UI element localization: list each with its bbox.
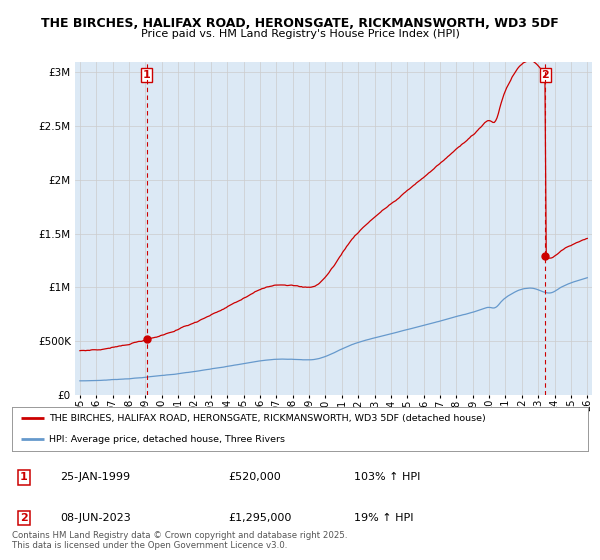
Text: 19% ↑ HPI: 19% ↑ HPI xyxy=(354,513,413,523)
Text: 25-JAN-1999: 25-JAN-1999 xyxy=(60,472,130,482)
Text: Contains HM Land Registry data © Crown copyright and database right 2025.
This d: Contains HM Land Registry data © Crown c… xyxy=(12,530,347,550)
Text: Price paid vs. HM Land Registry's House Price Index (HPI): Price paid vs. HM Land Registry's House … xyxy=(140,29,460,39)
Text: THE BIRCHES, HALIFAX ROAD, HERONSGATE, RICKMANSWORTH, WD3 5DF (detached house): THE BIRCHES, HALIFAX ROAD, HERONSGATE, R… xyxy=(49,414,486,423)
Text: £1,295,000: £1,295,000 xyxy=(228,513,292,523)
Text: THE BIRCHES, HALIFAX ROAD, HERONSGATE, RICKMANSWORTH, WD3 5DF: THE BIRCHES, HALIFAX ROAD, HERONSGATE, R… xyxy=(41,17,559,30)
Text: 2: 2 xyxy=(20,513,28,523)
Text: 1: 1 xyxy=(20,472,28,482)
Text: £520,000: £520,000 xyxy=(228,472,281,482)
Text: 103% ↑ HPI: 103% ↑ HPI xyxy=(354,472,421,482)
Text: 1: 1 xyxy=(143,70,151,80)
Text: 08-JUN-2023: 08-JUN-2023 xyxy=(60,513,131,523)
Text: HPI: Average price, detached house, Three Rivers: HPI: Average price, detached house, Thre… xyxy=(49,435,286,444)
Text: 2: 2 xyxy=(542,70,549,80)
